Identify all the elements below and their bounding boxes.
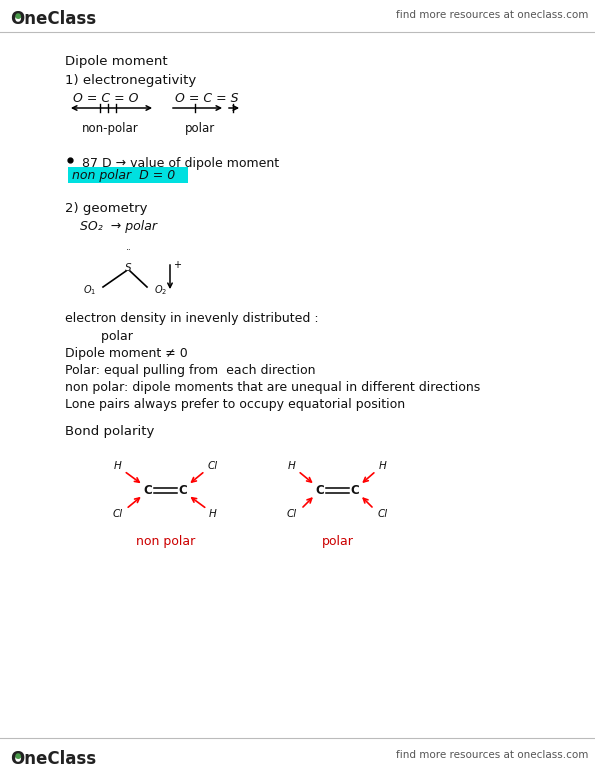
- Bar: [68, 167, 188, 183]
- Text: Cl: Cl: [208, 461, 218, 471]
- Text: +: +: [173, 260, 181, 270]
- Text: 1) electronegativity: 1) electronegativity: [65, 74, 196, 87]
- Text: ¨: ¨: [126, 249, 130, 259]
- Text: ●: ●: [14, 10, 22, 20]
- Text: polar: polar: [321, 535, 353, 548]
- Text: C: C: [350, 484, 359, 497]
- Text: Cl: Cl: [287, 509, 297, 519]
- Text: find more resources at oneclass.com: find more resources at oneclass.com: [396, 750, 588, 760]
- Text: S: S: [125, 263, 131, 273]
- Text: H: H: [114, 461, 122, 471]
- Text: 87 D → value of dipole moment: 87 D → value of dipole moment: [82, 157, 279, 170]
- Text: polar: polar: [185, 122, 215, 135]
- Text: SO₂  → polar: SO₂ → polar: [80, 220, 157, 233]
- Text: 2) geometry: 2) geometry: [65, 202, 148, 215]
- Text: O = C = O: O = C = O: [73, 92, 139, 105]
- Text: $O_2$: $O_2$: [154, 283, 167, 297]
- Text: H: H: [288, 461, 296, 471]
- Text: non polar: dipole moments that are unequal in different directions: non polar: dipole moments that are unequ…: [65, 381, 480, 394]
- Text: $O_1$: $O_1$: [83, 283, 96, 297]
- Text: OneClass: OneClass: [10, 10, 96, 28]
- Text: Dipole moment: Dipole moment: [65, 55, 168, 68]
- Text: OneClass: OneClass: [10, 750, 96, 768]
- Text: non polar: non polar: [136, 535, 195, 548]
- Text: O = C = S: O = C = S: [175, 92, 239, 105]
- Text: polar: polar: [65, 330, 133, 343]
- Text: Lone pairs always prefer to occupy equatorial position: Lone pairs always prefer to occupy equat…: [65, 398, 405, 411]
- Text: C: C: [178, 484, 187, 497]
- Text: C: C: [315, 484, 324, 497]
- Text: ●: ●: [14, 750, 22, 760]
- Text: H: H: [209, 509, 217, 519]
- Text: Cl: Cl: [113, 509, 123, 519]
- Text: Cl: Cl: [378, 509, 388, 519]
- Text: non-polar: non-polar: [82, 122, 139, 135]
- Text: H: H: [379, 461, 387, 471]
- Text: find more resources at oneclass.com: find more resources at oneclass.com: [396, 10, 588, 20]
- Text: non polar  D = 0: non polar D = 0: [72, 169, 176, 182]
- Text: electron density in inevenly distributed :: electron density in inevenly distributed…: [65, 312, 319, 325]
- Text: Bond polarity: Bond polarity: [65, 425, 154, 438]
- Text: Dipole moment ≠ 0: Dipole moment ≠ 0: [65, 347, 188, 360]
- Text: C: C: [143, 484, 152, 497]
- Text: Polar: equal pulling from  each direction: Polar: equal pulling from each direction: [65, 364, 315, 377]
